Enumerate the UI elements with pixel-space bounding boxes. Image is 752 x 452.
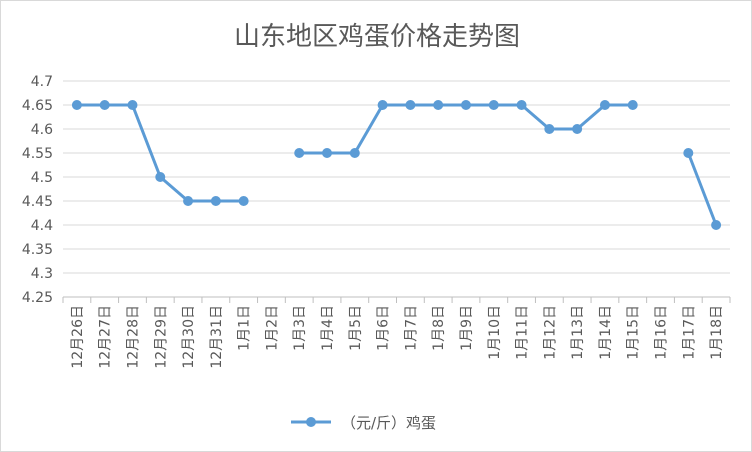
legend-label: （元/斤）鸡蛋: [341, 414, 436, 432]
x-tick-label: 1月4日: [320, 305, 336, 351]
y-tick-label: 4.45: [22, 194, 53, 210]
x-tick-label: 1月14日: [598, 305, 614, 360]
data-point: [544, 124, 555, 134]
x-tick-label: 12月27日: [98, 305, 114, 369]
data-point: [377, 100, 388, 110]
y-axis-ticks: 4.25 4.3 4.35 4.4 4.45 4.5 4.55 4.6 4.65 4.7: [22, 74, 53, 306]
x-tick-label: 1月6日: [376, 305, 392, 351]
x-tick-label: 1月2日: [264, 305, 280, 351]
series-layer: [71, 100, 722, 230]
data-point: [433, 100, 444, 110]
chart-title: 山东地区鸡蛋价格走势图: [234, 22, 520, 52]
y-tick-label: 4.65: [22, 98, 53, 114]
x-axis: [62, 296, 731, 303]
legend-marker-icon: [306, 417, 316, 427]
x-tick-label: 1月3日: [292, 305, 308, 351]
data-point: [516, 100, 527, 110]
y-tick-label: 4.5: [31, 170, 53, 186]
data-point: [572, 124, 583, 134]
data-point: [210, 196, 221, 206]
x-tick-label: 1月8日: [431, 305, 447, 351]
data-point: [599, 100, 610, 110]
x-tick-label: 1月13日: [570, 305, 586, 360]
data-point: [460, 100, 471, 110]
data-point: [349, 148, 360, 158]
x-tick-label: 1月12日: [542, 305, 558, 360]
legend: （元/斤）鸡蛋: [291, 414, 436, 432]
x-tick-label: 12月30日: [181, 305, 197, 369]
x-tick-label: 1月9日: [459, 305, 475, 351]
x-tick-label: 1月1日: [237, 305, 253, 351]
data-point: [405, 100, 416, 110]
y-tick-label: 4.3: [31, 266, 53, 282]
x-tick-label: 12月28日: [125, 305, 141, 369]
y-tick-label: 4.7: [31, 74, 53, 90]
x-tick-label: 1月17日: [681, 305, 697, 360]
data-point: [294, 148, 305, 158]
x-tick-label: 1月11日: [515, 305, 531, 360]
x-tick-label: 12月31日: [209, 305, 225, 369]
data-point: [127, 100, 138, 110]
data-point: [155, 172, 166, 182]
x-tick-label: 1月16日: [654, 305, 670, 360]
data-point: [683, 148, 694, 158]
data-point: [711, 220, 722, 230]
x-axis-ticks: 12月26日 12月27日 12月28日 12月29日 12月30日 12月31日 1月1日…: [70, 305, 725, 369]
data-point: [183, 196, 194, 206]
y-tick-label: 4.35: [22, 242, 53, 258]
x-tick-label: 1月18日: [709, 305, 725, 360]
y-tick-label: 4.25: [22, 290, 53, 306]
y-tick-label: 4.6: [31, 122, 53, 138]
y-tick-label: 4.4: [31, 218, 53, 234]
x-tick-label: 12月26日: [70, 305, 86, 369]
x-tick-label: 1月10日: [487, 305, 503, 360]
data-point: [627, 100, 638, 110]
gridlines: [63, 80, 730, 274]
data-point: [99, 100, 110, 110]
data-point: [71, 100, 82, 110]
data-point: [322, 148, 333, 158]
y-tick-label: 4.55: [22, 146, 53, 162]
x-tick-label: 1月7日: [403, 305, 419, 351]
data-point: [488, 100, 499, 110]
x-tick-label: 1月15日: [626, 305, 642, 360]
x-tick-label: 12月29日: [153, 305, 169, 369]
x-tick-label: 1月5日: [348, 305, 364, 351]
data-point: [238, 196, 249, 206]
series-line: [686, 152, 718, 226]
